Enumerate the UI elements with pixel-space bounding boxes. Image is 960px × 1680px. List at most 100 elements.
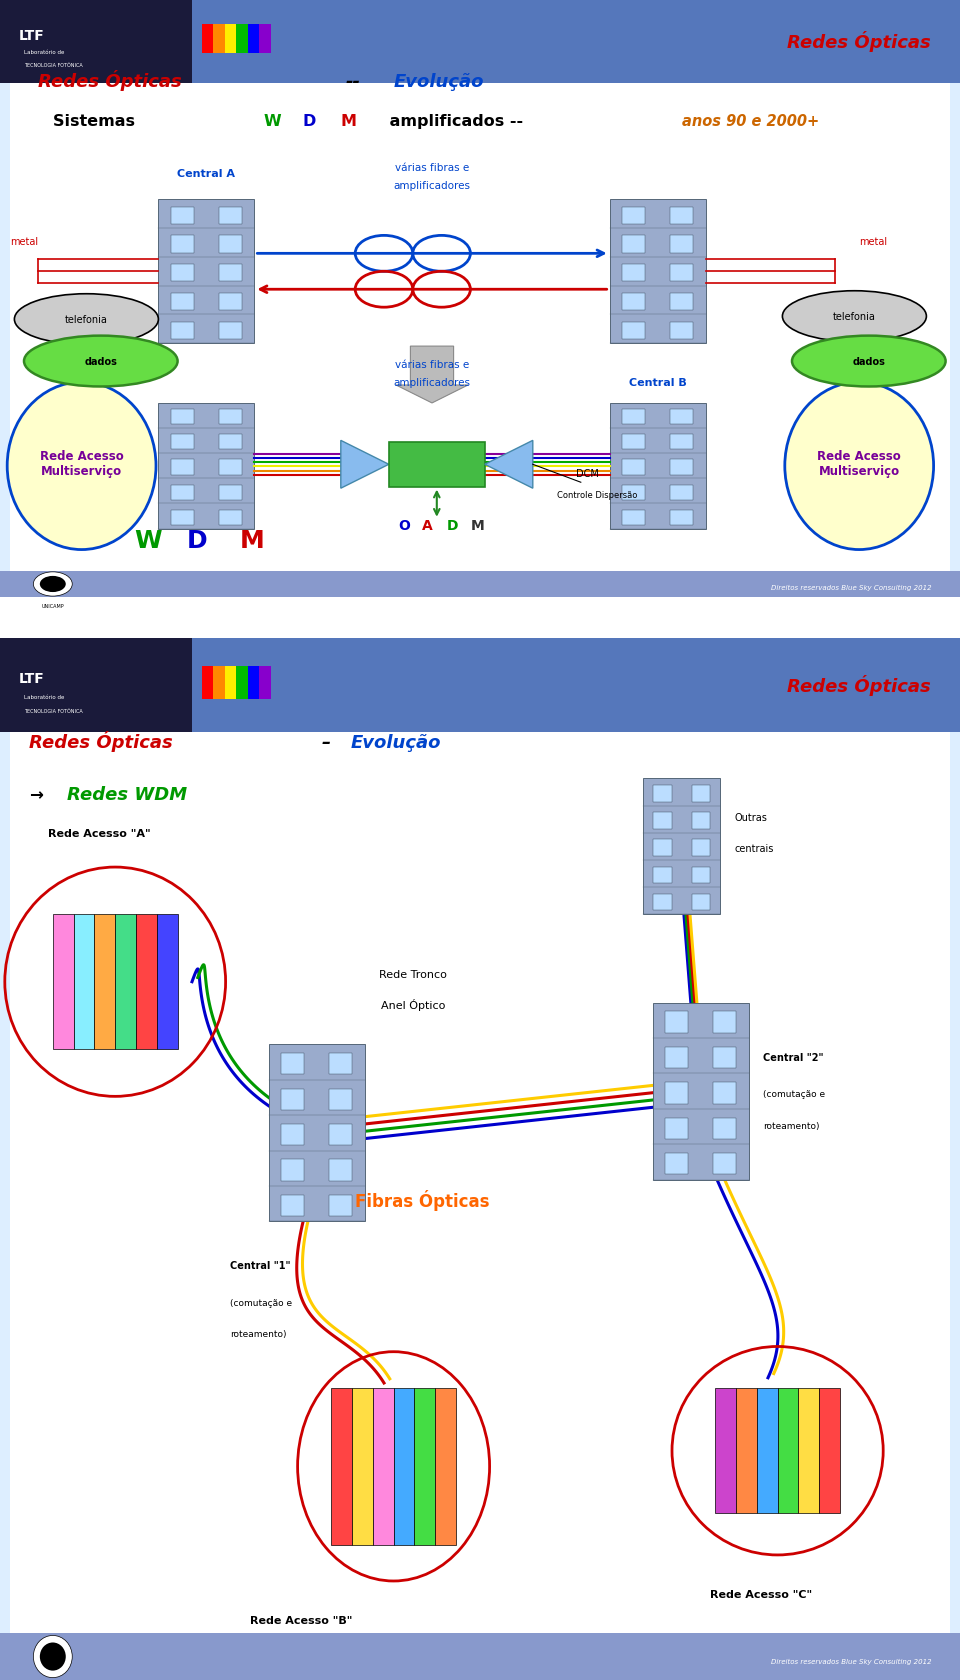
FancyBboxPatch shape xyxy=(713,1047,736,1068)
Circle shape xyxy=(34,1635,72,1678)
FancyBboxPatch shape xyxy=(0,571,960,598)
FancyBboxPatch shape xyxy=(329,1194,352,1216)
Text: TECNOLOGIA FOTÔNICA: TECNOLOGIA FOTÔNICA xyxy=(24,62,83,67)
Polygon shape xyxy=(341,442,389,489)
FancyBboxPatch shape xyxy=(715,1388,736,1514)
Text: TECNOLOGIA FOTÔNICA: TECNOLOGIA FOTÔNICA xyxy=(24,709,83,714)
Text: Rede Acesso
Multiserviço: Rede Acesso Multiserviço xyxy=(817,450,901,477)
FancyBboxPatch shape xyxy=(670,294,693,311)
FancyBboxPatch shape xyxy=(219,323,242,339)
Text: Evolução: Evolução xyxy=(350,734,441,751)
FancyBboxPatch shape xyxy=(219,208,242,225)
FancyBboxPatch shape xyxy=(653,894,672,911)
Text: M: M xyxy=(341,114,357,129)
FancyBboxPatch shape xyxy=(819,1388,840,1514)
Text: Laboratório de: Laboratório de xyxy=(24,50,64,55)
Text: Laboratório de: Laboratório de xyxy=(24,694,64,699)
Text: Redes WDM: Redes WDM xyxy=(67,786,187,803)
FancyBboxPatch shape xyxy=(0,0,192,84)
FancyBboxPatch shape xyxy=(665,1082,688,1104)
FancyBboxPatch shape xyxy=(213,667,225,699)
FancyBboxPatch shape xyxy=(0,638,960,1680)
Text: W: W xyxy=(134,528,162,553)
Text: Rede Acesso
Multiserviço: Rede Acesso Multiserviço xyxy=(39,450,124,477)
Text: O: O xyxy=(398,519,410,533)
FancyBboxPatch shape xyxy=(736,1388,756,1514)
FancyBboxPatch shape xyxy=(653,786,672,801)
FancyBboxPatch shape xyxy=(281,1194,304,1216)
FancyBboxPatch shape xyxy=(171,237,194,254)
FancyBboxPatch shape xyxy=(171,410,194,425)
Text: anos 90 e 2000+: anos 90 e 2000+ xyxy=(682,114,819,129)
Text: Direitos reservados Blue Sky Consulting 2012: Direitos reservados Blue Sky Consulting … xyxy=(771,585,931,590)
FancyBboxPatch shape xyxy=(329,1124,352,1146)
FancyBboxPatch shape xyxy=(219,410,242,425)
FancyBboxPatch shape xyxy=(622,265,645,282)
FancyBboxPatch shape xyxy=(670,486,693,501)
Text: metal: metal xyxy=(859,237,887,247)
Text: D: D xyxy=(302,114,316,129)
FancyBboxPatch shape xyxy=(219,460,242,475)
Text: Redes Ópticas: Redes Ópticas xyxy=(29,731,173,751)
Text: →: → xyxy=(29,786,42,803)
FancyBboxPatch shape xyxy=(281,1053,304,1075)
Text: roteamento): roteamento) xyxy=(230,1329,287,1339)
FancyBboxPatch shape xyxy=(219,237,242,254)
Text: amplificadores: amplificadores xyxy=(394,378,470,388)
FancyBboxPatch shape xyxy=(0,0,960,598)
FancyBboxPatch shape xyxy=(622,435,645,450)
FancyBboxPatch shape xyxy=(653,1003,749,1179)
Text: (comutação e: (comutação e xyxy=(230,1299,293,1307)
FancyBboxPatch shape xyxy=(115,914,136,1050)
FancyBboxPatch shape xyxy=(158,403,254,529)
Text: M: M xyxy=(240,528,265,553)
FancyBboxPatch shape xyxy=(691,786,710,801)
Ellipse shape xyxy=(14,294,158,346)
Text: Direitos reservados Blue Sky Consulting 2012: Direitos reservados Blue Sky Consulting … xyxy=(771,1658,931,1665)
Circle shape xyxy=(39,1643,65,1670)
FancyBboxPatch shape xyxy=(653,840,672,857)
FancyBboxPatch shape xyxy=(653,867,672,884)
FancyBboxPatch shape xyxy=(691,867,710,884)
FancyBboxPatch shape xyxy=(202,667,213,699)
FancyBboxPatch shape xyxy=(94,914,115,1050)
Text: LTF: LTF xyxy=(19,29,45,44)
FancyBboxPatch shape xyxy=(670,208,693,225)
Text: Rede Acesso "A": Rede Acesso "A" xyxy=(48,828,151,838)
FancyBboxPatch shape xyxy=(610,403,706,529)
FancyBboxPatch shape xyxy=(171,265,194,282)
Text: D: D xyxy=(446,519,458,533)
Text: metal: metal xyxy=(10,237,38,247)
FancyBboxPatch shape xyxy=(389,442,485,487)
FancyBboxPatch shape xyxy=(53,914,74,1050)
FancyBboxPatch shape xyxy=(610,200,706,344)
FancyBboxPatch shape xyxy=(156,914,178,1050)
FancyBboxPatch shape xyxy=(670,410,693,425)
FancyBboxPatch shape xyxy=(259,25,271,54)
Text: (comutação e: (comutação e xyxy=(763,1090,826,1099)
FancyBboxPatch shape xyxy=(713,1082,736,1104)
FancyBboxPatch shape xyxy=(0,0,960,84)
Ellipse shape xyxy=(782,292,926,343)
Text: Rede Tronco: Rede Tronco xyxy=(379,969,446,979)
FancyBboxPatch shape xyxy=(329,1159,352,1181)
Text: –: – xyxy=(322,734,330,751)
FancyBboxPatch shape xyxy=(171,208,194,225)
FancyBboxPatch shape xyxy=(10,84,950,571)
FancyBboxPatch shape xyxy=(171,460,194,475)
FancyBboxPatch shape xyxy=(670,435,693,450)
FancyBboxPatch shape xyxy=(213,25,225,54)
FancyBboxPatch shape xyxy=(10,732,950,1633)
Text: várias fibras e: várias fibras e xyxy=(395,163,469,173)
Ellipse shape xyxy=(8,383,156,551)
FancyBboxPatch shape xyxy=(171,323,194,339)
Text: Redes Ópticas: Redes Ópticas xyxy=(787,675,931,696)
Text: DCM: DCM xyxy=(576,469,599,479)
Text: Central A: Central A xyxy=(178,168,235,178)
FancyBboxPatch shape xyxy=(670,511,693,526)
FancyBboxPatch shape xyxy=(653,813,672,830)
Polygon shape xyxy=(485,442,533,489)
FancyBboxPatch shape xyxy=(248,667,259,699)
FancyBboxPatch shape xyxy=(0,1633,960,1680)
Ellipse shape xyxy=(24,336,178,388)
